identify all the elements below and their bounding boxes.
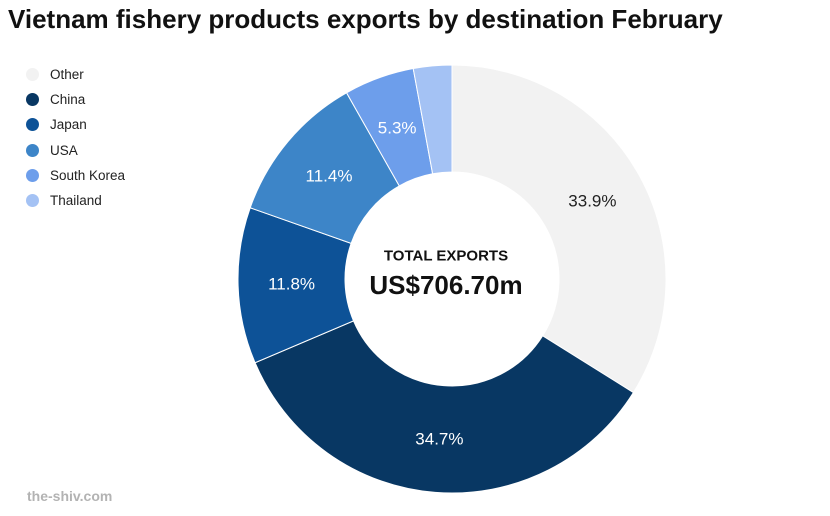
legend-swatch <box>26 168 39 182</box>
legend-item: Japan <box>26 112 125 137</box>
legend-swatch <box>26 68 39 82</box>
legend-item: South Korea <box>26 163 125 188</box>
legend-item: Thailand <box>26 188 125 213</box>
slice-data-label: 11.8% <box>268 275 315 294</box>
legend-item: Other <box>26 62 125 87</box>
legend-label: China <box>50 92 86 108</box>
legend-item: China <box>26 87 125 112</box>
slice-china <box>254 320 635 494</box>
legend-label: USA <box>50 142 78 158</box>
legend-label: Thailand <box>50 193 102 209</box>
legend-label: South Korea <box>50 167 126 183</box>
legend-swatch <box>26 118 39 132</box>
legend-label: Other <box>50 67 84 83</box>
chart-title: Vietnam fishery products exports by dest… <box>8 4 723 34</box>
watermark: the-shiv.com <box>27 488 113 504</box>
slice-data-label: 5.3% <box>378 119 417 138</box>
legend-label: Japan <box>50 117 87 133</box>
legend-item: USA <box>26 138 125 163</box>
legend-swatch <box>26 194 39 208</box>
legend-swatch <box>26 143 39 157</box>
center-value: US$706.70m <box>369 270 522 300</box>
slice-data-label: 33.9% <box>568 192 616 211</box>
slice-thailand <box>412 64 453 175</box>
slice-data-label: 11.4% <box>306 166 353 185</box>
slice-data-label: 34.7% <box>415 430 463 449</box>
slice-other <box>451 64 667 394</box>
legend-swatch <box>26 93 39 107</box>
center-label: TOTAL EXPORTS <box>384 248 508 265</box>
legend: Other China Japan USA South Korea Thailand <box>26 62 125 213</box>
